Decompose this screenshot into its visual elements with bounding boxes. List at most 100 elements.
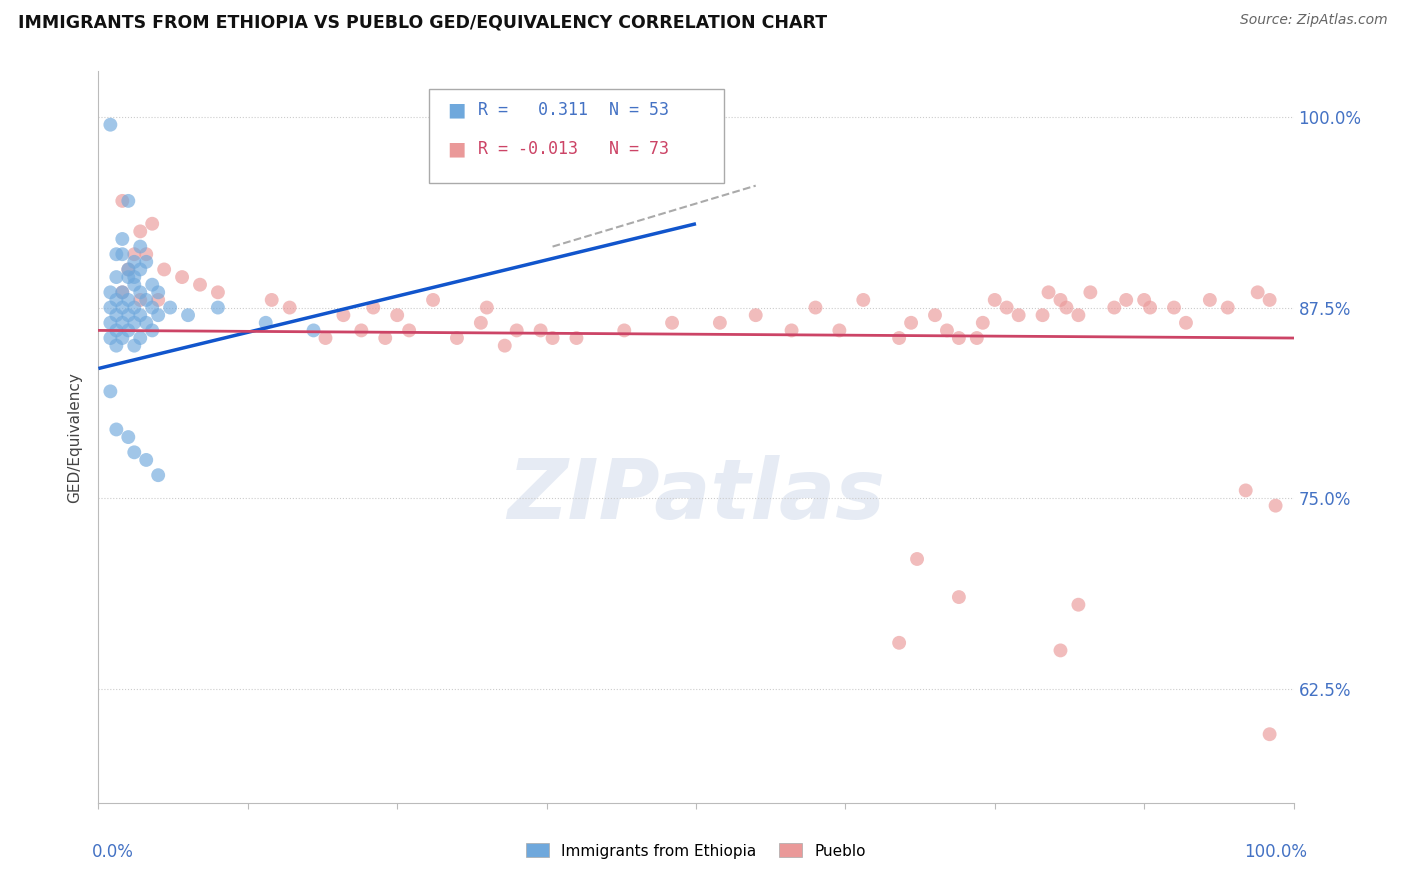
Point	[141, 217, 163, 231]
Text: N = 73: N = 73	[609, 140, 669, 158]
Point	[129, 293, 152, 307]
Point	[1049, 293, 1071, 307]
Point	[98, 331, 122, 345]
Point	[111, 247, 134, 261]
Point	[105, 270, 128, 285]
Point	[494, 338, 516, 352]
Point	[350, 323, 373, 337]
Point	[141, 323, 163, 337]
Point	[1258, 727, 1281, 741]
Point	[105, 338, 128, 352]
Text: R =   0.311: R = 0.311	[478, 101, 588, 119]
Point	[900, 316, 922, 330]
Point	[905, 552, 928, 566]
Point	[124, 338, 146, 352]
Point	[936, 323, 959, 337]
Text: 0.0%: 0.0%	[91, 843, 134, 861]
Point	[148, 468, 170, 483]
Point	[470, 316, 492, 330]
Point	[207, 285, 229, 300]
Point	[889, 331, 911, 345]
Point	[124, 445, 146, 459]
Point	[1049, 643, 1071, 657]
Point	[129, 331, 152, 345]
Text: N = 53: N = 53	[609, 101, 669, 119]
Point	[129, 239, 152, 253]
Point	[172, 270, 194, 285]
Point	[135, 316, 157, 330]
Point	[111, 316, 134, 330]
Point	[129, 285, 152, 300]
Point	[124, 316, 146, 330]
Point	[661, 316, 683, 330]
Point	[111, 285, 134, 300]
Point	[995, 301, 1018, 315]
Point	[148, 293, 170, 307]
Point	[1216, 301, 1239, 315]
Point	[117, 194, 139, 208]
Point	[254, 316, 277, 330]
Point	[159, 301, 181, 315]
Point	[98, 316, 122, 330]
Point	[1139, 301, 1161, 315]
Point	[530, 323, 553, 337]
Point	[1104, 301, 1126, 315]
Legend: Immigrants from Ethiopia, Pueblo: Immigrants from Ethiopia, Pueblo	[520, 838, 872, 864]
Point	[780, 323, 803, 337]
Point	[852, 293, 875, 307]
Point	[948, 590, 970, 604]
Text: Source: ZipAtlas.com: Source: ZipAtlas.com	[1240, 13, 1388, 28]
Point	[1067, 598, 1090, 612]
Point	[177, 308, 200, 322]
Point	[1080, 285, 1102, 300]
Point	[1008, 308, 1031, 322]
Point	[385, 308, 409, 322]
Text: ■: ■	[447, 100, 465, 120]
Point	[111, 285, 134, 300]
Point	[1175, 316, 1198, 330]
Point	[188, 277, 211, 292]
Point	[105, 422, 128, 436]
Point	[135, 247, 157, 261]
Point	[446, 331, 468, 345]
Point	[422, 293, 444, 307]
Point	[1067, 308, 1090, 322]
Point	[541, 331, 564, 345]
Point	[153, 262, 176, 277]
Point	[117, 323, 139, 337]
Y-axis label: GED/Equivalency: GED/Equivalency	[67, 372, 83, 502]
Point	[105, 247, 128, 261]
Point	[260, 293, 283, 307]
Point	[363, 301, 385, 315]
Point	[117, 262, 139, 277]
Point	[613, 323, 636, 337]
Point	[207, 301, 229, 315]
Point	[111, 194, 134, 208]
Point	[1056, 301, 1078, 315]
Point	[948, 331, 970, 345]
Point	[148, 285, 170, 300]
Point	[129, 262, 152, 277]
Point	[315, 331, 337, 345]
Point	[709, 316, 731, 330]
Point	[565, 331, 588, 345]
Text: ZIPatlas: ZIPatlas	[508, 455, 884, 536]
Point	[475, 301, 498, 315]
Point	[135, 293, 157, 307]
Point	[129, 308, 152, 322]
Point	[984, 293, 1007, 307]
Point	[889, 636, 911, 650]
Point	[1032, 308, 1054, 322]
Point	[374, 331, 396, 345]
Point	[1234, 483, 1257, 498]
Point	[972, 316, 994, 330]
Point	[117, 270, 139, 285]
Point	[966, 331, 988, 345]
Point	[111, 331, 134, 345]
Point	[117, 430, 139, 444]
Point	[135, 453, 157, 467]
Point	[98, 301, 122, 315]
Point	[105, 308, 128, 322]
Point	[745, 308, 768, 322]
Point	[124, 301, 146, 315]
